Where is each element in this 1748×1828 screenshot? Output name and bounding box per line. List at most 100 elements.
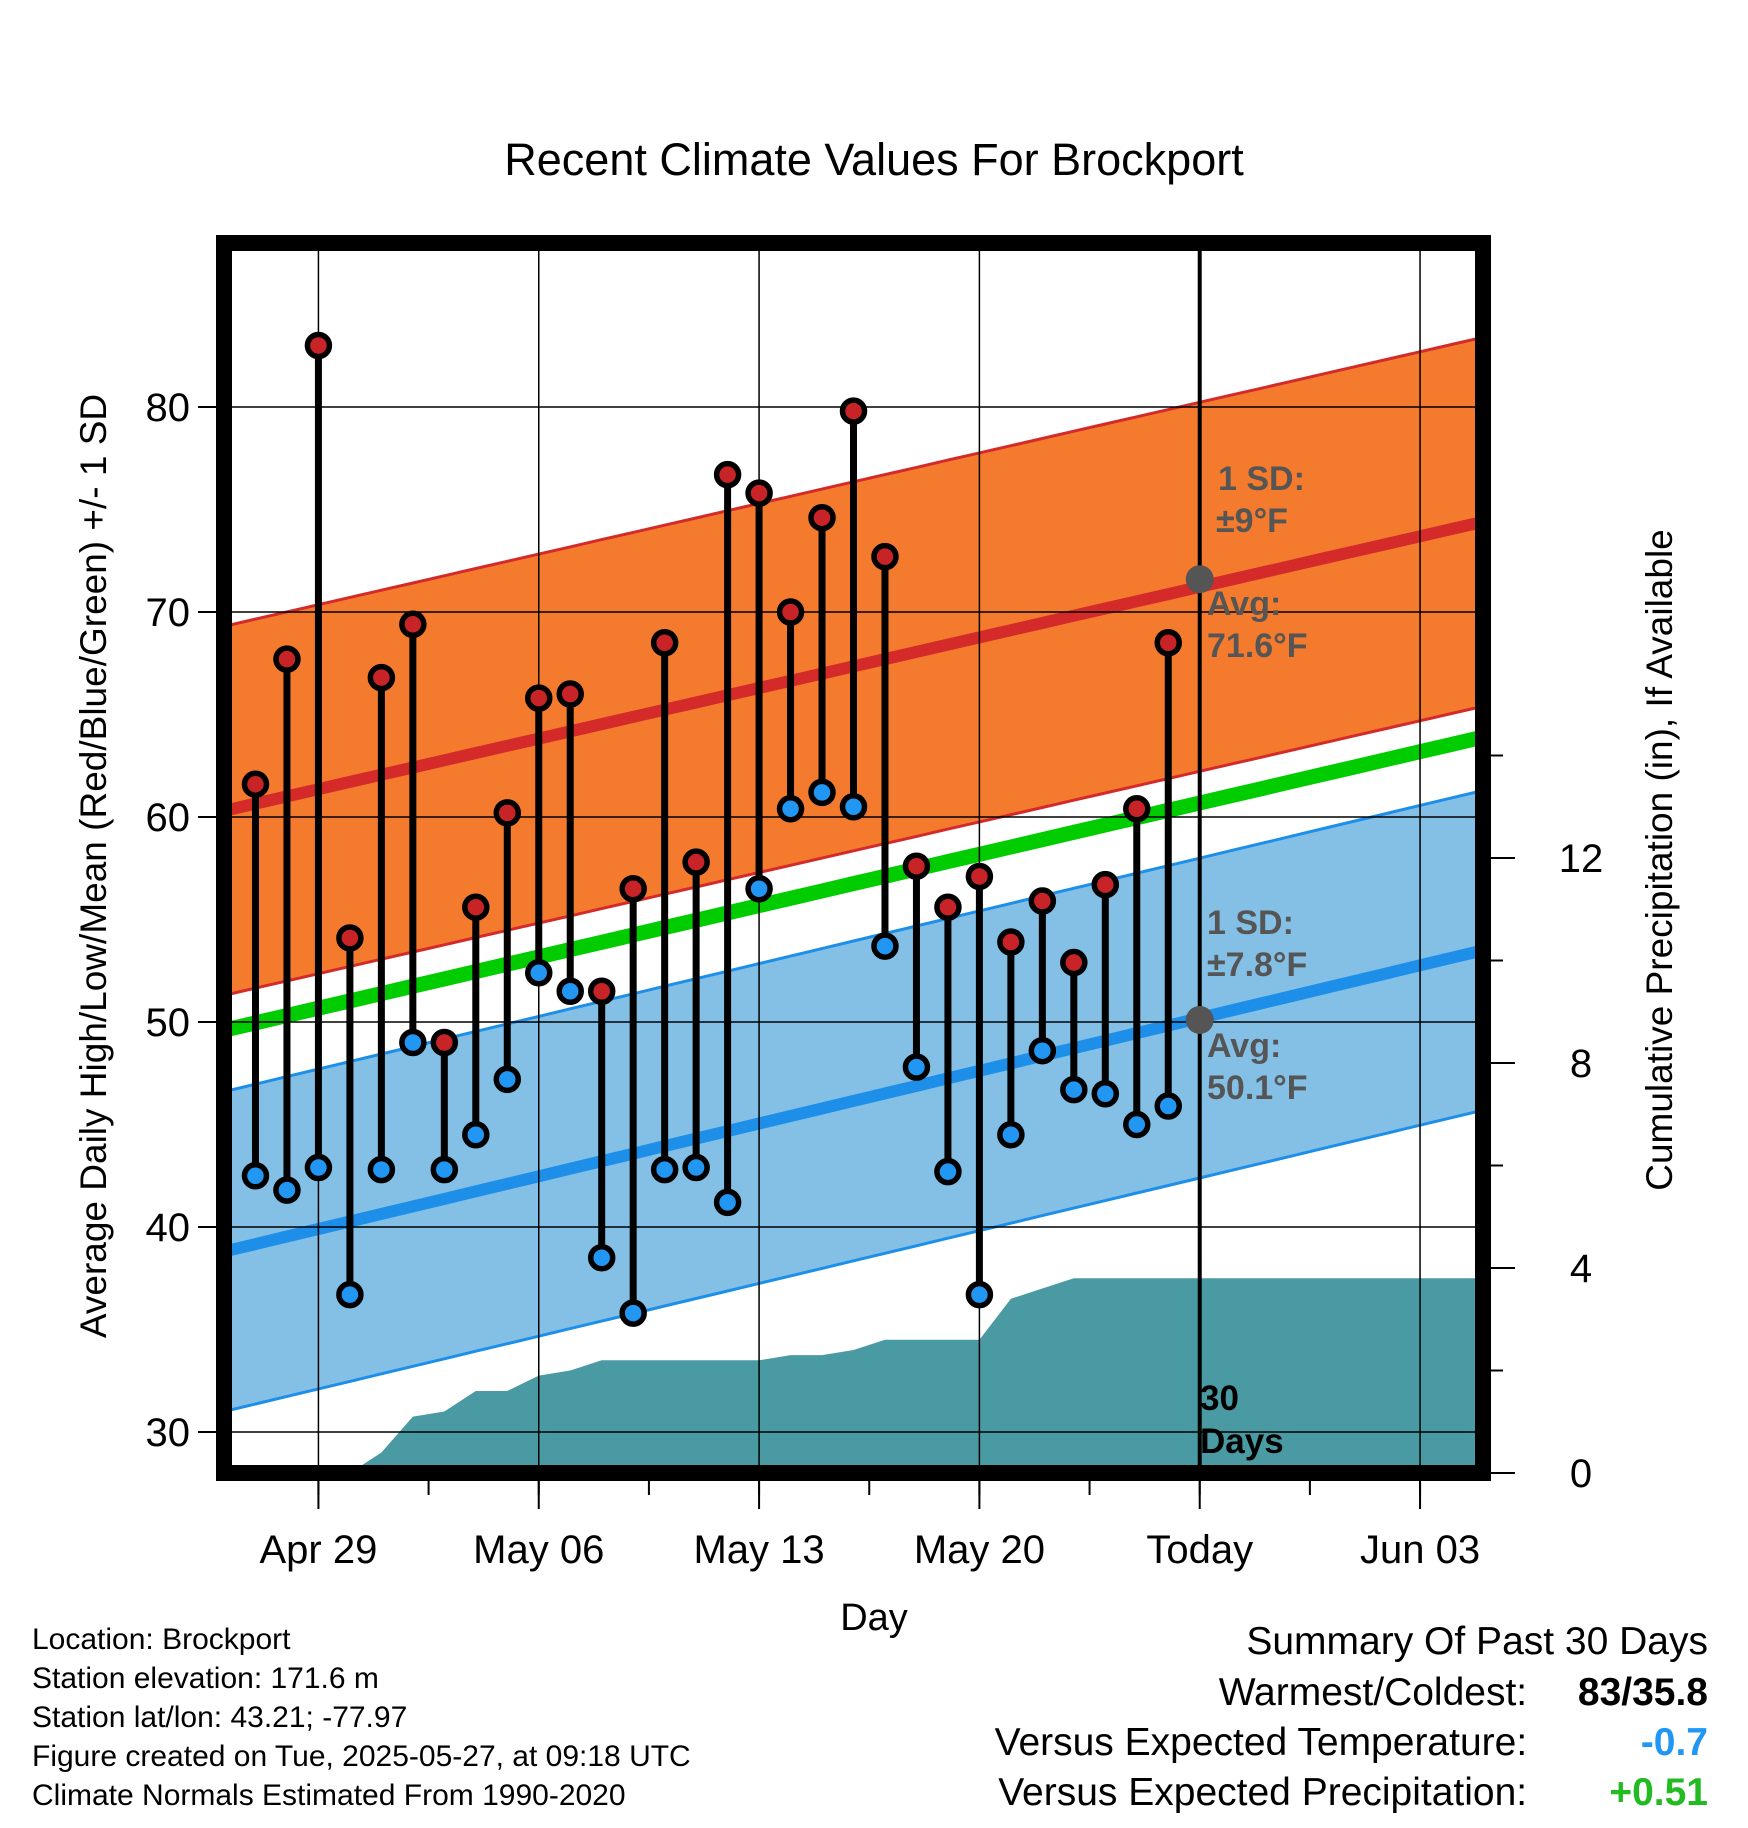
daily-low-point [1060,1075,1088,1104]
daily-low-point [808,778,836,807]
daily-low-point [587,1244,616,1272]
daily-high-point [430,1028,459,1057]
daily-low-point [713,1188,742,1217]
daily-low-point [650,1155,679,1184]
y2-tick-label: 0 [1570,1452,1592,1496]
daily-high-point [965,862,994,891]
daily-low-point [273,1176,301,1204]
x-tick-label: May 06 [473,1528,604,1572]
y-tick-label: 40 [146,1206,191,1250]
daily-low-point [1028,1036,1057,1065]
high-avg-value: 71.6°F [1207,627,1308,665]
latlon-text: Station lat/lon: 43.21; -77.97 [32,1701,408,1734]
normal-low-line [224,944,1483,1258]
low-sd-value: ±7.8°F [1207,946,1307,984]
daily-low-point [1123,1110,1151,1139]
daily-high-point [493,799,522,827]
y-tick-label: 60 [146,796,191,840]
daily-low-point [965,1280,994,1309]
daily-high-point [273,645,301,673]
daily-high-point [745,479,773,507]
precip-departure-value: +0.51 [1609,1771,1708,1814]
x-tick-label: May 13 [693,1528,824,1572]
days-window-label-number: 30 [1200,1379,1239,1418]
daily-low-point [399,1028,427,1057]
daily-low-point [304,1153,333,1182]
daily-high-point [1123,795,1151,823]
daily-low-point [619,1299,647,1327]
low-sd-label: 1 SD: [1207,904,1294,942]
today-normal-high-marker [1185,565,1214,594]
location-text: Location: Brockport [32,1623,291,1656]
days-window-label-text: Days [1200,1422,1284,1461]
high-sd-label: 1 SD: [1218,460,1305,498]
x-tick-label: May 20 [914,1528,1045,1572]
daily-high-point [1028,887,1057,915]
daily-low-point [934,1157,962,1186]
daily-high-point [682,848,710,876]
daily-high-point [871,542,899,571]
temp-departure-value: -0.7 [1640,1721,1708,1764]
precip-departure-label: Versus Expected Precipitation: [998,1771,1528,1814]
cumulative-precip-area [255,1278,1483,1473]
daily-low-point [1091,1080,1120,1108]
summary-panel: Summary Of Past 30 Days Warmest/Coldest:… [995,1616,1708,1818]
plot-frame [216,235,1491,1481]
daily-low-point [902,1053,931,1081]
normal-low-band-lower [224,1108,1483,1413]
normal-high-band-lower [224,704,1483,997]
precip-departure-row: Versus Expected Precipitation: +0.51 [995,1768,1708,1818]
daily-high-point [241,770,270,798]
x-axis-label: Day [840,1597,908,1639]
daily-low-point [241,1162,270,1190]
daily-high-point [902,852,931,880]
high-avg-label: Avg: [1207,585,1281,623]
y-tick-label: 70 [146,591,191,635]
daily-low-point [367,1155,396,1184]
daily-high-point [997,928,1025,956]
daily-high-point [556,680,584,708]
daily-low-point [462,1121,490,1149]
daily-low-point [776,795,805,823]
chart-title: Recent Climate Values For Brockport [504,134,1244,185]
daily-high-point [808,503,836,532]
daily-high-point [650,629,679,657]
daily-high-point [525,684,553,712]
daily-low-point [336,1280,364,1309]
warmest-coldest-value: 83/35.8 [1577,1671,1708,1714]
daily-low-point [997,1121,1025,1149]
plot-area [224,243,1483,1473]
normal-mean-line [224,729,1483,1038]
daily-high-point [399,610,427,639]
today-normal-low-marker [1185,1005,1214,1034]
daily-high-point [1154,629,1182,657]
daily-high-point [934,893,962,921]
daily-high-point [776,598,805,626]
x-tick-label: Apr 29 [259,1528,377,1572]
elevation-text: Station elevation: 171.6 m [32,1662,379,1695]
daily-low-point [430,1155,459,1184]
daily-high-point [587,977,616,1005]
low-avg-value: 50.1°F [1207,1069,1308,1107]
daily-high-point [713,460,742,489]
summary-title: Summary Of Past 30 Days [1246,1620,1708,1663]
daily-high-point [367,663,396,692]
x-tick-label: Today [1146,1528,1253,1572]
daily-low-point [682,1153,710,1182]
daily-high-point [839,397,868,425]
daily-low-point [871,932,899,960]
y-tick-label: 30 [146,1411,191,1455]
warmest-coldest-row: Warmest/Coldest: 83/35.8 [995,1668,1708,1718]
x-tick-label: Jun 03 [1360,1528,1480,1572]
created-text: Figure created on Tue, 2025-05-27, at 09… [32,1740,691,1773]
daily-high-point [619,875,647,903]
daily-high-point [336,924,364,952]
y2-tick-label: 12 [1559,837,1604,881]
daily-low-point [556,977,584,1005]
y2-tick-label: 4 [1570,1247,1592,1291]
normals-text: Climate Normals Estimated From 1990-2020 [32,1779,626,1812]
daily-low-point [1154,1092,1182,1120]
y-tick-label: 80 [146,386,191,430]
daily-low-point [493,1065,522,1094]
